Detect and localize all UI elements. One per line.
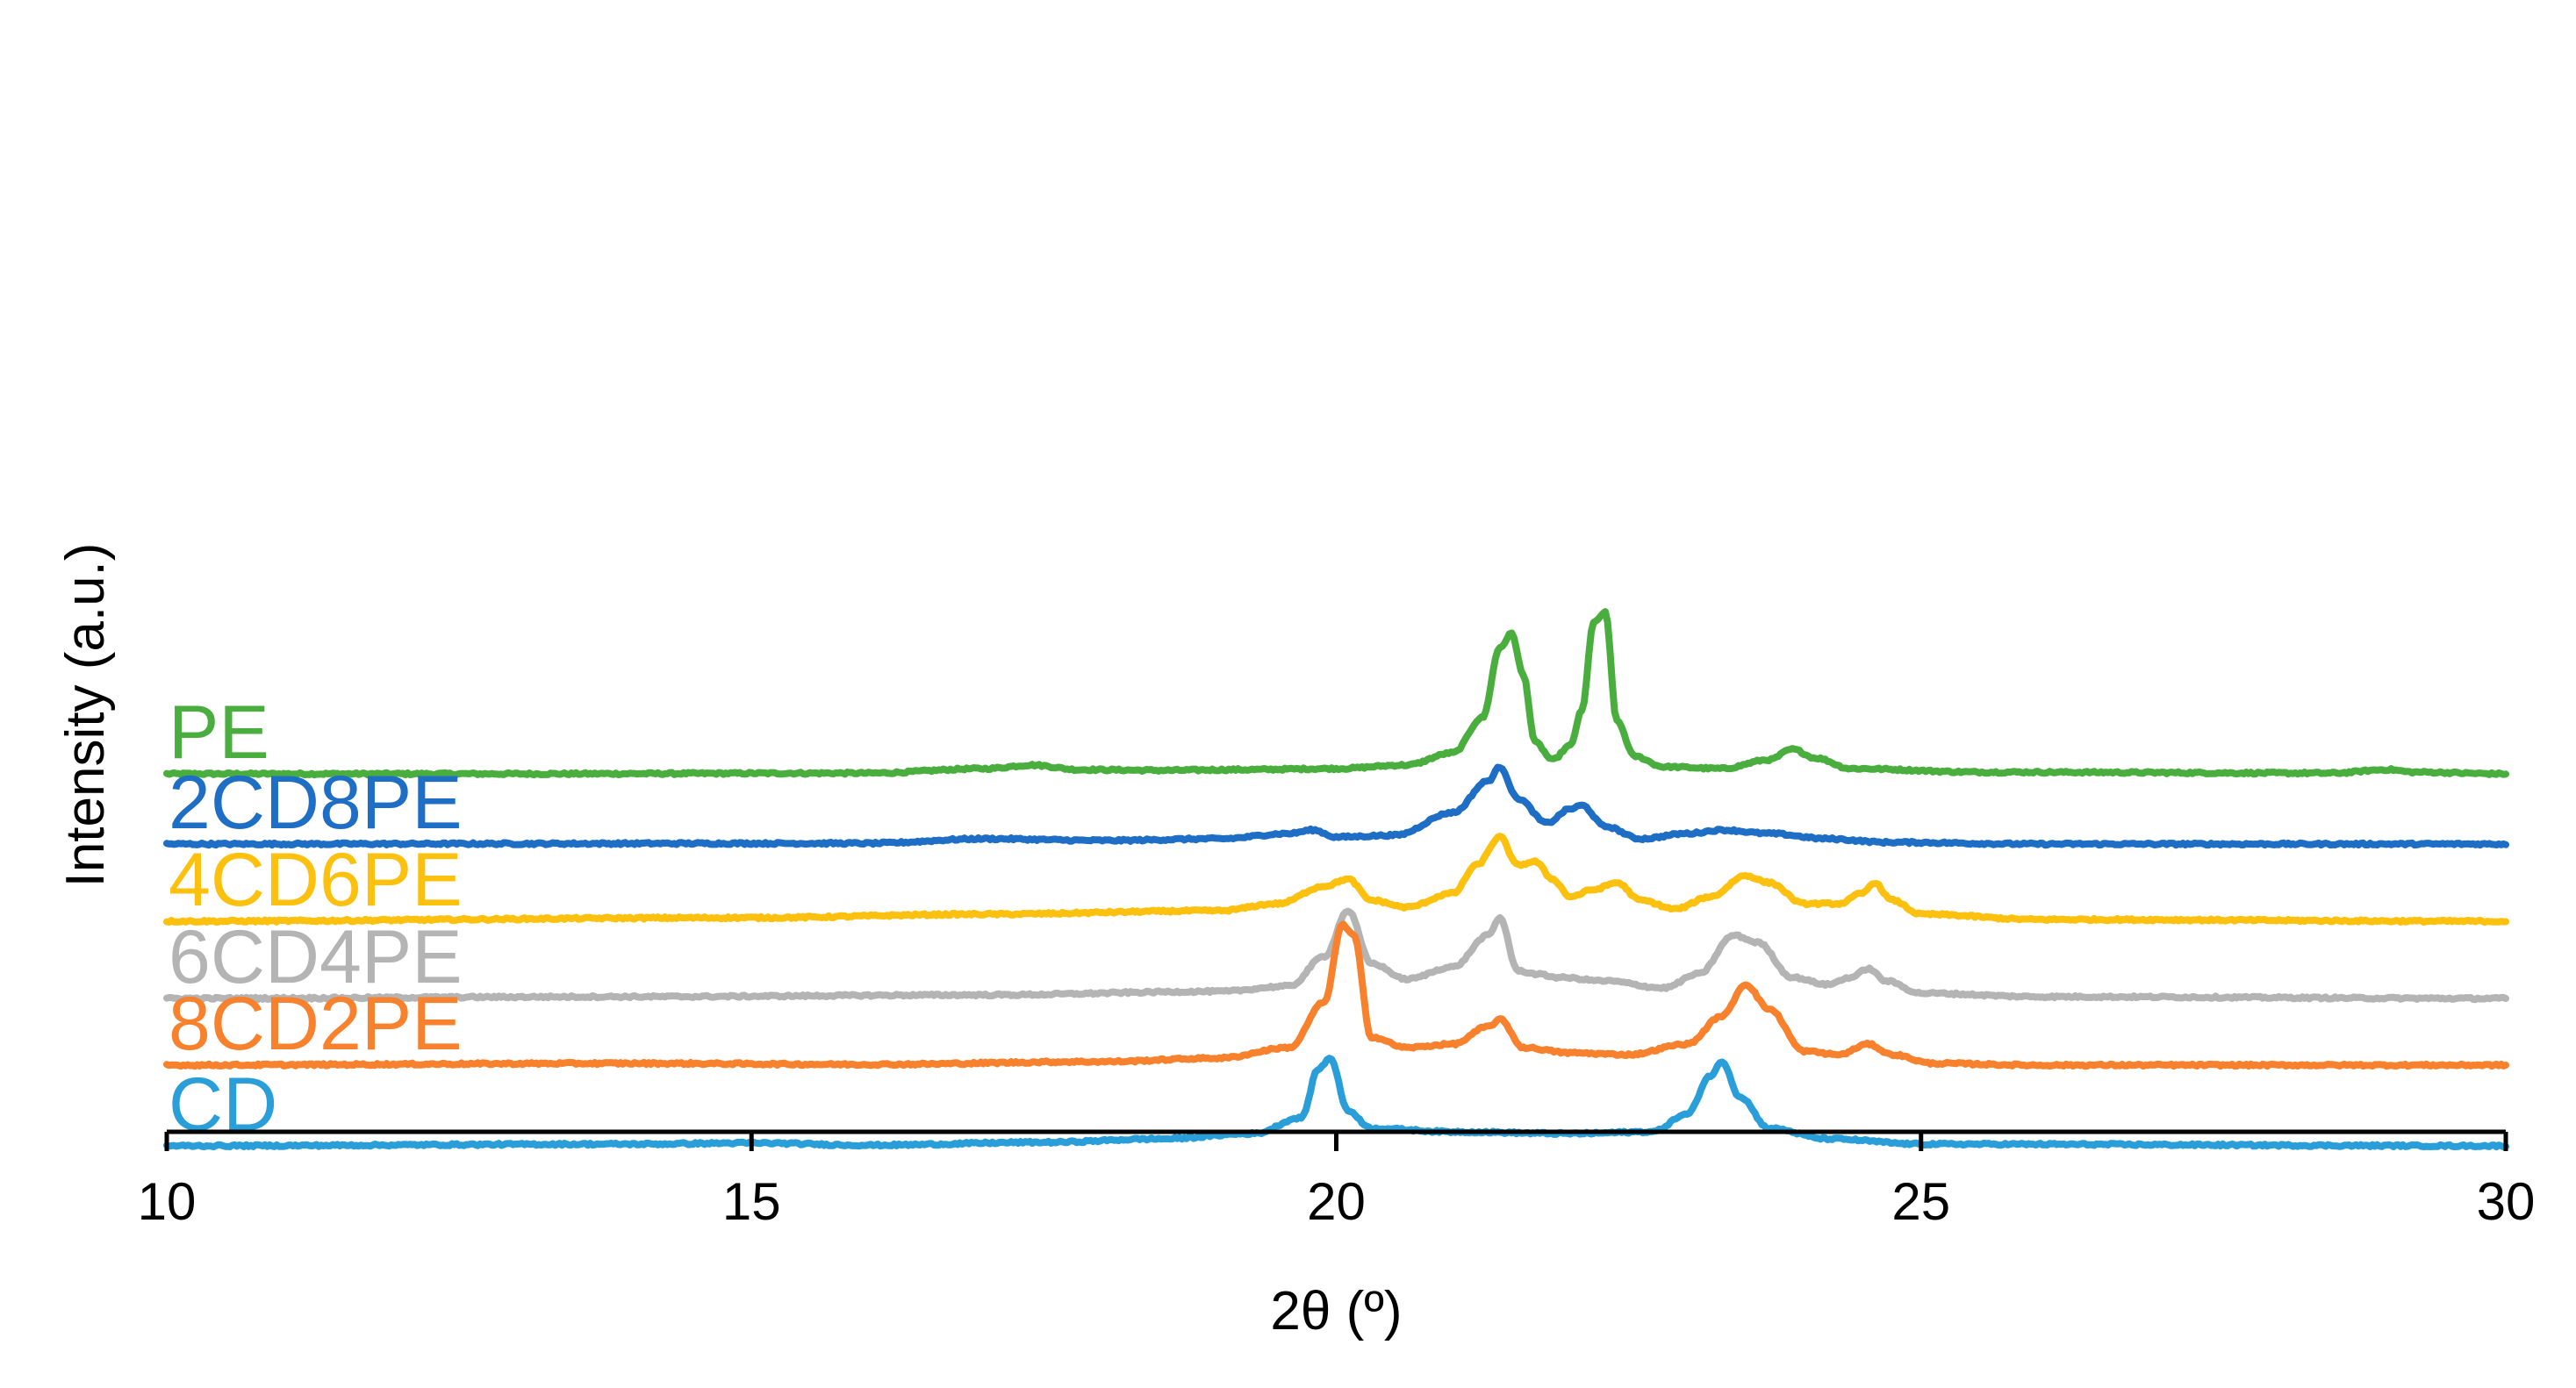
- series-label-pe: PE: [169, 690, 269, 775]
- series-line-2cd8pe: [163, 763, 2509, 849]
- x-tick-label: 15: [722, 1172, 781, 1231]
- x-tick-label: 20: [1307, 1172, 1366, 1231]
- series-label-2cd8pe: 2CD8PE: [169, 761, 463, 845]
- x-axis-title: 2θ (º): [1270, 1281, 1402, 1341]
- series-line-pe: [163, 608, 2509, 779]
- x-axis: 10 15 20 25 30: [138, 1129, 2536, 1231]
- x-tick-label: 25: [1891, 1172, 1950, 1231]
- series-label-6cd4pe: 6CD4PE: [169, 915, 463, 999]
- x-tick-label: 30: [2477, 1172, 2536, 1231]
- series-label-8cd2pe: 8CD2PE: [169, 982, 463, 1066]
- y-axis-title: Intensity (a.u.): [55, 543, 116, 888]
- series-label-4cd6pe: 4CD6PE: [169, 838, 463, 922]
- series-line-8cd2pe: [163, 920, 2509, 1070]
- series-line-4cd6pe: [163, 833, 2509, 927]
- series-label-cd: CD: [169, 1062, 277, 1147]
- series-line-cd: [163, 1055, 2509, 1151]
- x-tick-label: 10: [138, 1172, 197, 1231]
